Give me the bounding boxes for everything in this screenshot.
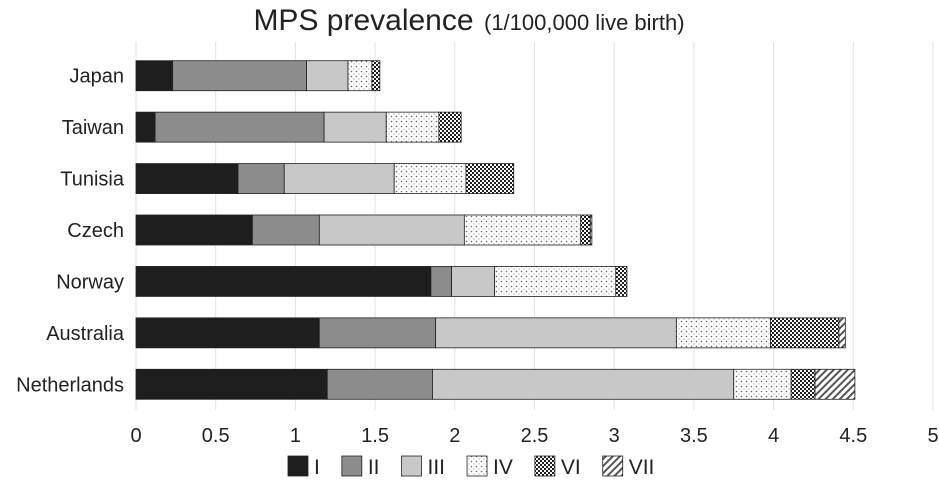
x-tick-label: 0	[130, 425, 141, 447]
legend-item-ii: II	[341, 455, 380, 479]
bar-australia-iii	[435, 317, 677, 349]
legend-swatch-ii	[341, 455, 363, 477]
legend-label-iv: IV	[493, 456, 513, 479]
x-tick-label: 4	[768, 425, 779, 447]
x-tick-label: 1.5	[361, 425, 389, 447]
legend-item-vii: VII	[602, 455, 655, 479]
bar-czech-vi	[580, 214, 591, 246]
bar-tunisia-iv	[393, 163, 467, 194]
category-label-taiwan: Taiwan	[62, 117, 124, 139]
x-tick-label: 0.5	[202, 425, 230, 447]
legend-item-vi: VI	[534, 455, 581, 479]
category-label-czech: Czech	[67, 220, 124, 242]
legend-label-vii: VII	[629, 456, 655, 479]
legend-swatch-i	[287, 455, 309, 477]
legend-label-i: I	[314, 456, 320, 479]
bar-czech-vii	[589, 214, 593, 246]
bar-norway-iv	[494, 266, 617, 297]
legend-item-iii: III	[401, 455, 446, 479]
legend-swatch-iii	[401, 455, 422, 477]
bar-czech-ii	[251, 214, 320, 246]
legend-item-iv: IV	[466, 455, 513, 479]
bar-netherlands-vii	[814, 368, 856, 400]
bar-tunisia-ii	[237, 163, 285, 194]
legend: I II III IV VI VII	[287, 455, 655, 479]
chart-title-subtitle: (1/100,000 live birth)	[484, 10, 685, 35]
bar-australia-i	[135, 317, 320, 349]
x-tick-label: 4.5	[839, 425, 867, 447]
x-tick-label: 5	[927, 425, 938, 447]
bar-tunisia-vi	[465, 163, 515, 194]
category-label-tunisia: Tunisia	[60, 169, 125, 191]
category-label-norway: Norway	[56, 271, 124, 293]
x-tick-label: 3.5	[680, 425, 708, 447]
bar-japan-i	[135, 60, 174, 92]
category-label-japan: Japan	[70, 66, 125, 88]
legend-item-i: I	[287, 455, 320, 479]
bar-czech-iii	[318, 214, 465, 246]
bar-netherlands-i	[135, 368, 328, 400]
bars	[135, 60, 856, 400]
x-tick-label: 2.5	[521, 425, 549, 447]
bar-australia-vii	[838, 317, 846, 349]
bar-australia-iv	[675, 317, 771, 349]
x-tick-label: 2	[449, 425, 460, 447]
bar-japan-vi	[371, 60, 381, 92]
legend-label-vi: VI	[561, 456, 581, 479]
bar-norway-ii	[430, 266, 453, 297]
x-tick-label: 1	[290, 425, 301, 447]
bar-tunisia-i	[135, 163, 239, 194]
legend-label-ii: II	[368, 456, 380, 479]
x-tick-label: 3	[609, 425, 620, 447]
bar-tunisia-iii	[283, 163, 395, 194]
legend-swatch-vii	[602, 455, 624, 477]
bar-japan-iv	[347, 60, 373, 92]
chart-title: MPS prevalence (1/100,000 live birth)	[253, 4, 684, 37]
legend-label-iii: III	[428, 456, 446, 479]
category-labels: Japan Taiwan Tunisia Czech Norway Australia Ne…	[16, 66, 125, 397]
category-label-netherlands: Netherlands	[16, 374, 124, 396]
bar-taiwan-i	[135, 111, 156, 143]
bar-czech-i	[135, 214, 253, 246]
bar-australia-ii	[318, 317, 437, 349]
bar-norway-iii	[451, 266, 496, 297]
bar-australia-vi	[770, 317, 840, 349]
legend-swatch-vi	[534, 455, 556, 477]
x-axis-ticks: 0 0.5 1 1.5 2 2.5 3 3.5 4 4.5 5	[130, 425, 938, 447]
bar-taiwan-ii	[154, 111, 325, 143]
bar-taiwan-vi	[438, 111, 462, 143]
bar-netherlands-iii	[432, 368, 735, 400]
legend-swatch-iv	[466, 455, 488, 477]
bar-netherlands-vi	[790, 368, 816, 400]
bar-czech-iv	[463, 214, 582, 246]
bar-japan-iii	[306, 60, 349, 92]
bar-netherlands-ii	[326, 368, 433, 400]
bar-taiwan-iv	[385, 111, 440, 143]
chart-title-main: MPS prevalence	[253, 4, 473, 37]
bar-taiwan-iii	[323, 111, 387, 143]
bar-norway-vi	[615, 266, 628, 297]
category-label-australia: Australia	[46, 323, 125, 345]
bar-japan-ii	[172, 60, 307, 92]
bar-netherlands-iv	[733, 368, 792, 400]
bar-norway-i	[135, 266, 432, 297]
